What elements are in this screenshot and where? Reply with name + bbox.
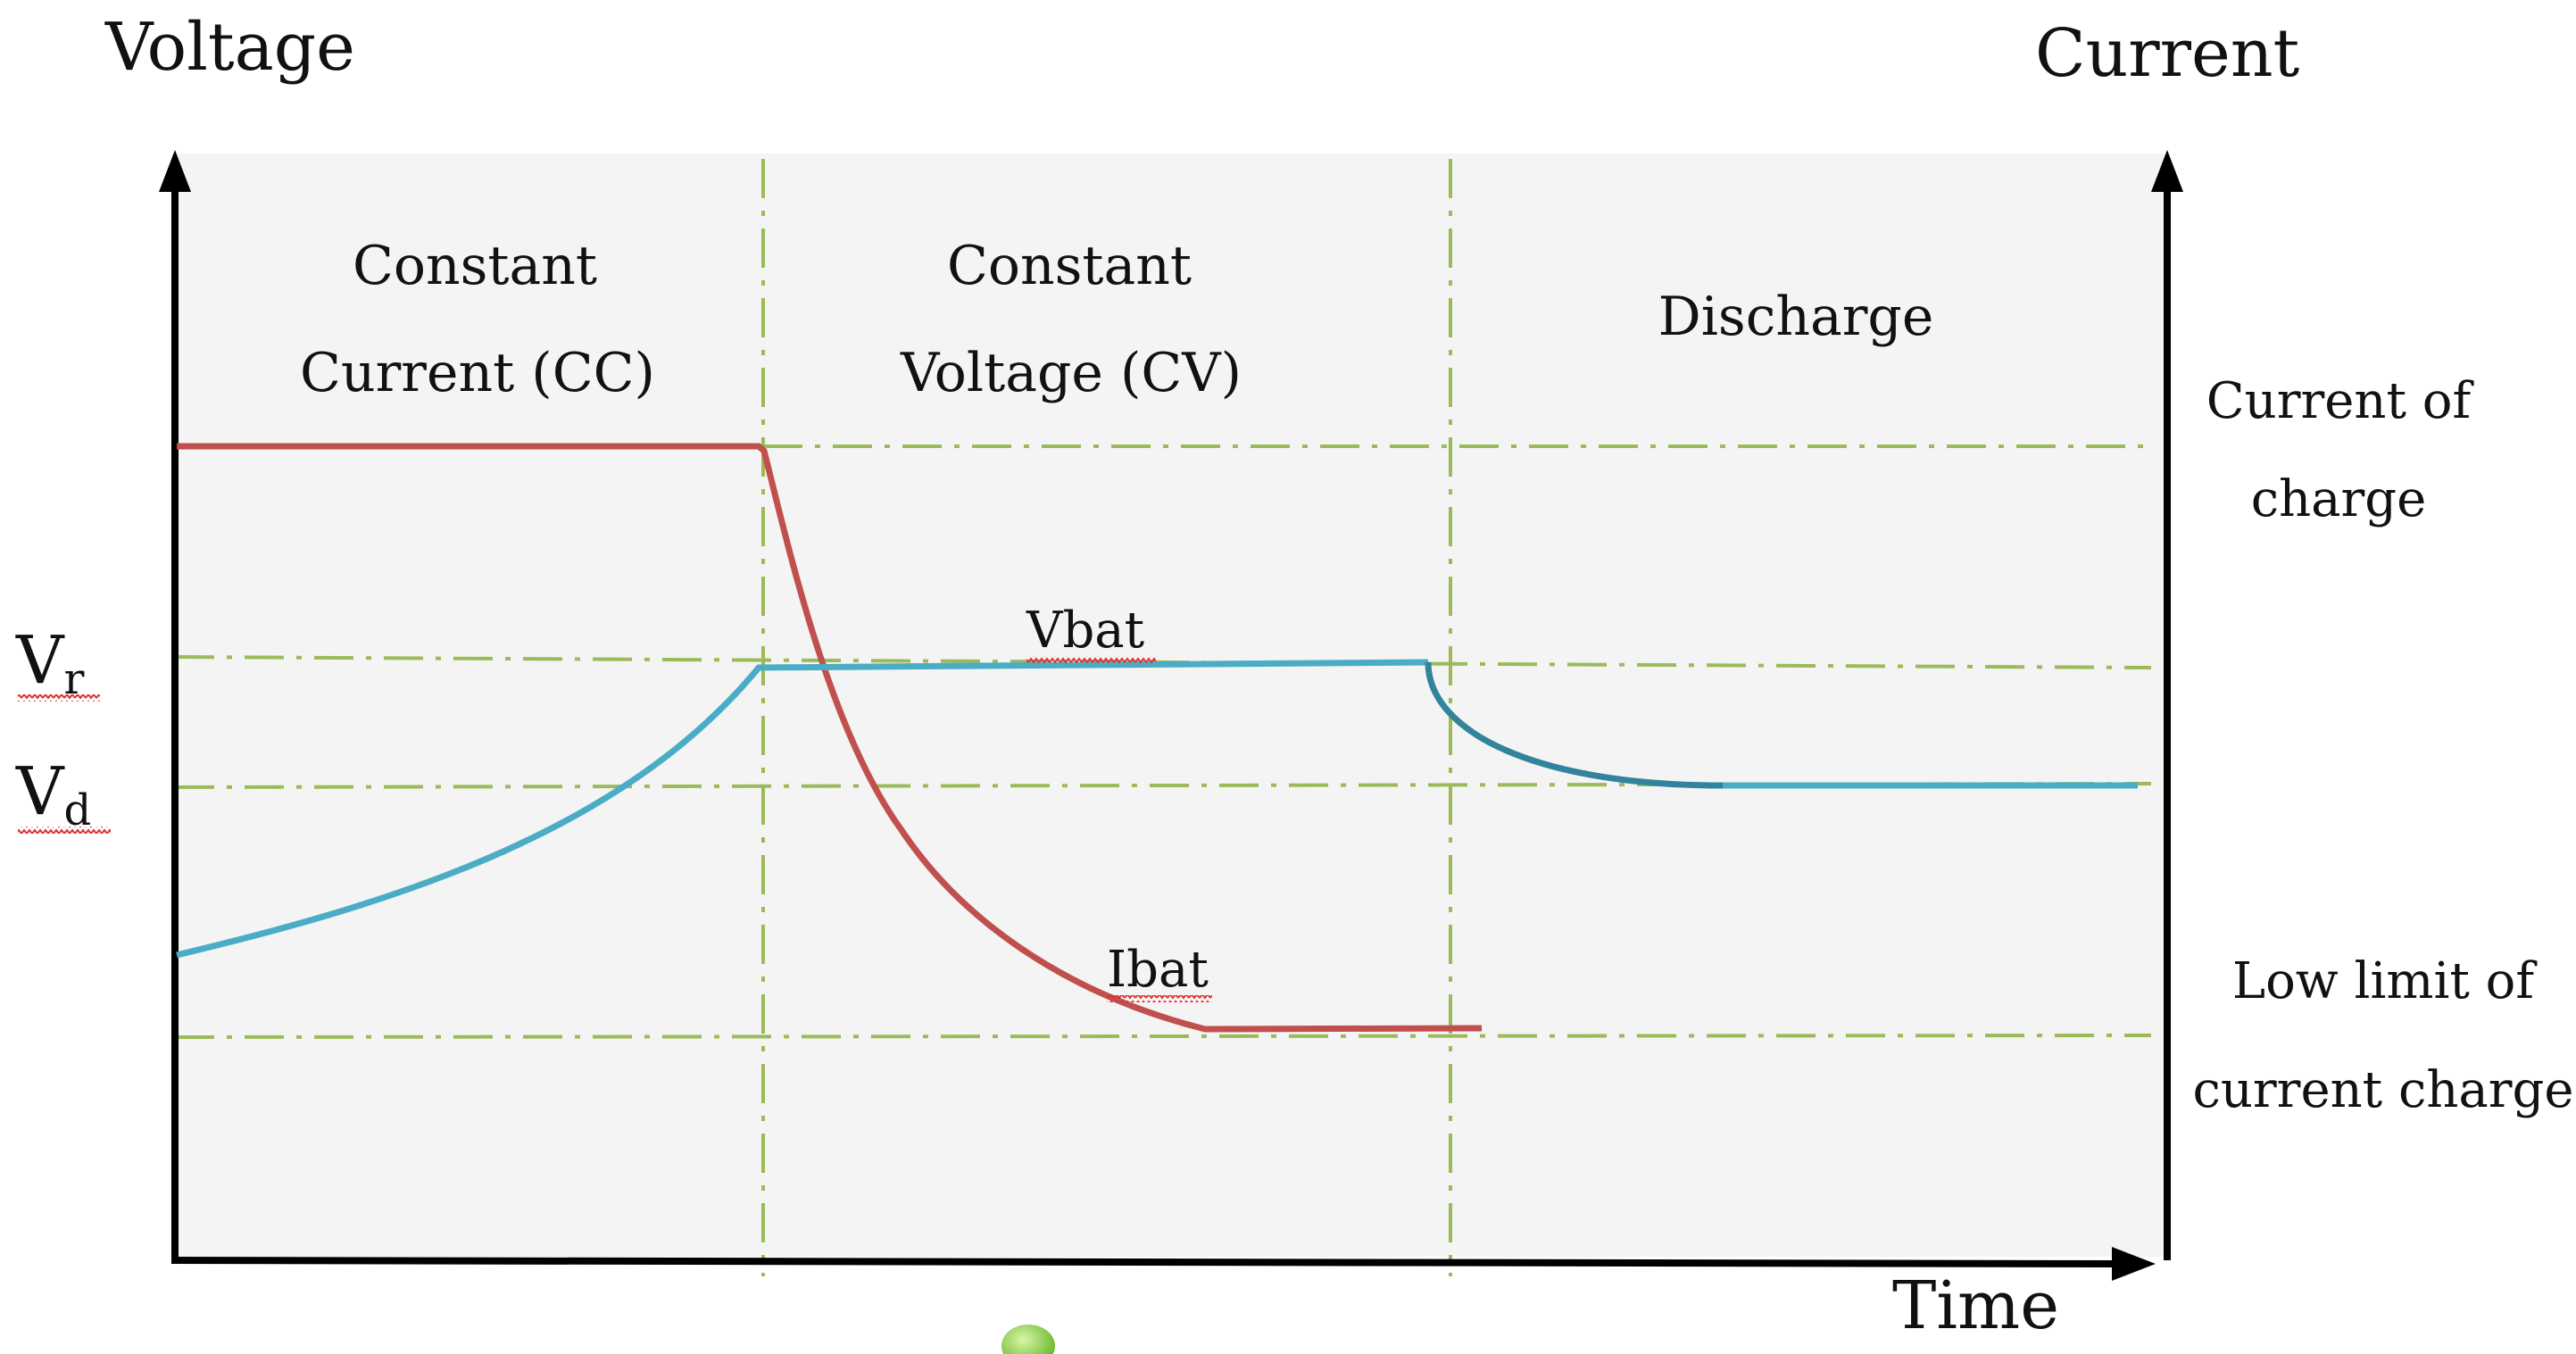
left-axis-arrowhead [159, 150, 191, 192]
time-axis [170, 1257, 2121, 1267]
voltage-axis-title: Voltage [104, 9, 355, 86]
vd-squiggle [18, 827, 111, 834]
voltage-curve [176, 659, 1429, 959]
axes [170, 183, 2171, 1267]
current-curve [177, 443, 1483, 1033]
current-of-charge-label-line2: charge [2251, 470, 2427, 528]
time-axis-arrowhead [2112, 1247, 2156, 1281]
time-axis-title: Time [1892, 1267, 2059, 1344]
vr-squiggle [18, 694, 100, 702]
vd-label-main: V [15, 753, 65, 830]
right-axis-arrowhead [2151, 150, 2183, 192]
ibat-squiggle [1107, 995, 1212, 1002]
vr-label-sub: r [63, 654, 84, 704]
vr-label: Vr [15, 622, 84, 704]
ibat-label: Ibat [1107, 941, 1209, 999]
guide-vd [174, 782, 2152, 789]
phase-cv-label-line2: Voltage (CV) [900, 342, 1242, 404]
voltage-discharge-curve [1425, 661, 1724, 789]
phase-cc-label-line1: Constant [353, 235, 597, 297]
vbat-squiggle [1026, 656, 1156, 663]
vbat-label: Vbat [1026, 602, 1145, 660]
green-dot [1001, 1325, 1055, 1354]
low-limit-label-line2: current charge [2192, 1061, 2573, 1119]
current-of-charge-label-line1: Current of [2206, 372, 2475, 430]
vr-label-main: V [15, 622, 65, 699]
vd-label: Vd [15, 753, 91, 835]
plot-area [175, 154, 2165, 1257]
phase-cc-label-line2: Current (CC) [300, 342, 655, 404]
phase-discharge-label: Discharge [1658, 286, 1934, 348]
low-limit-label-line1: Low limit of [2232, 952, 2538, 1010]
guide-low-limit [174, 1034, 2152, 1039]
current-axis-title: Current [2035, 15, 2299, 92]
phase-cv-label-line1: Constant [947, 235, 1192, 297]
